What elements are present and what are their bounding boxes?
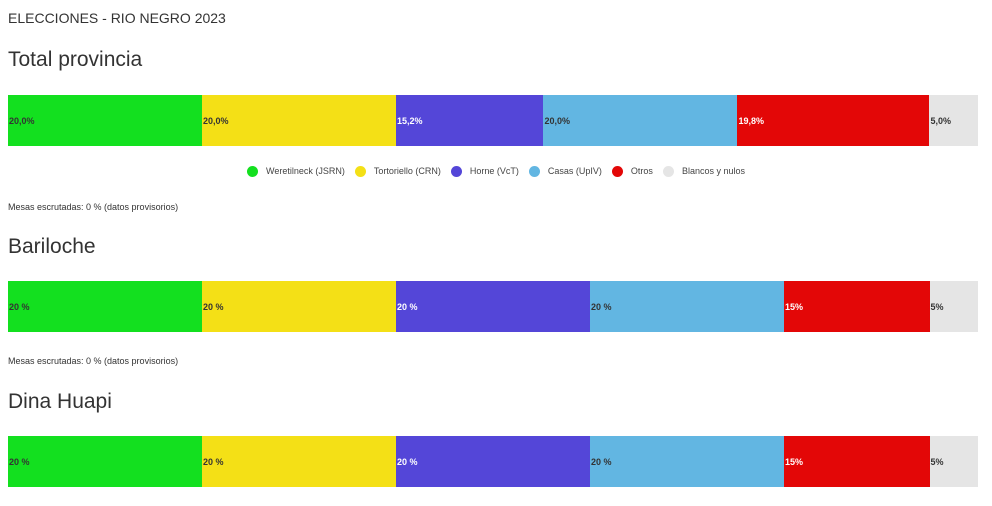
legend: Weretilneck (JSRN) Tortoriello (CRN) Hor…	[0, 163, 992, 179]
legend-label: Blancos y nulos	[681, 166, 745, 176]
bar-segment-casas[interactable]: 20 %	[590, 281, 784, 332]
data-label: 20 %	[397, 456, 418, 467]
stacked-bar-total-provincia: 20,0% 20,0% 15,2% 20,0% 19,8% 5,0%	[8, 95, 978, 146]
scrutiny-note-total-provincia: Mesas escrutadas: 0 % (datos provisorios…	[8, 202, 179, 212]
chart-title-total-provincia: Total provincia	[8, 48, 143, 71]
legend-dot-icon	[611, 165, 623, 177]
data-label: 19,8%	[738, 115, 764, 126]
legend-item-blancos-y-nulos[interactable]: Blancos y nulos	[662, 165, 745, 177]
legend-dot-icon	[247, 165, 259, 177]
bar-segment-tortoriello[interactable]: 20 %	[202, 436, 396, 487]
data-label: 20 %	[203, 456, 224, 467]
data-label: 20,0%	[9, 115, 35, 126]
legend-item-tortoriello[interactable]: Tortoriello (CRN)	[354, 165, 441, 177]
legend-dot-icon	[662, 165, 674, 177]
bar-segment-tortoriello[interactable]: 20 %	[202, 281, 396, 332]
bar-segment-blancos[interactable]: 5%	[929, 436, 978, 487]
legend-dot-icon	[354, 165, 366, 177]
legend-dot-icon	[528, 165, 540, 177]
data-label: 20,0%	[203, 115, 229, 126]
bar-segment-tortoriello[interactable]: 20,0%	[202, 95, 396, 146]
data-label: 20 %	[591, 456, 612, 467]
legend-label: Weretilneck (JSRN)	[266, 166, 345, 176]
data-label: 5%	[930, 301, 944, 312]
bar-segment-casas[interactable]: 20,0%	[543, 95, 738, 146]
data-label: 5,0%	[930, 115, 951, 126]
data-label: 20 %	[9, 456, 30, 467]
data-label: 20,0%	[544, 115, 570, 126]
chart-title-bariloche: Bariloche	[8, 235, 96, 258]
bar-segment-otros[interactable]: 15%	[784, 436, 930, 487]
legend-item-horne[interactable]: Horne (VcT)	[450, 165, 519, 177]
data-label: 20 %	[9, 301, 30, 312]
page-title: ELECCIONES - RIO NEGRO 2023	[8, 10, 226, 26]
bar-segment-horne[interactable]: 20 %	[396, 436, 590, 487]
data-label: 20 %	[203, 301, 224, 312]
bar-segment-weretilneck[interactable]: 20,0%	[8, 95, 202, 146]
bar-segment-blancos[interactable]: 5%	[929, 281, 978, 332]
stacked-bar-dina-huapi: 20 % 20 % 20 % 20 % 15% 5%	[8, 436, 978, 487]
legend-dot-icon	[450, 165, 462, 177]
bar-segment-horne[interactable]: 20 %	[396, 281, 590, 332]
legend-label: Casas (UpIV)	[547, 166, 602, 176]
legend-item-casas[interactable]: Casas (UpIV)	[528, 165, 602, 177]
legend-label: Tortoriello (CRN)	[373, 166, 441, 176]
bar-segment-otros[interactable]: 19,8%	[737, 95, 930, 146]
data-label: 20 %	[397, 301, 418, 312]
bar-segment-casas[interactable]: 20 %	[590, 436, 784, 487]
data-label: 15%	[785, 301, 804, 312]
stacked-bar-bariloche: 20 % 20 % 20 % 20 % 15% 5%	[8, 281, 978, 332]
scrutiny-note-bariloche: Mesas escrutadas: 0 % (datos provisorios…	[8, 356, 179, 366]
data-label: 20 %	[591, 301, 612, 312]
data-label: 15,2%	[397, 115, 423, 126]
chart-title-dina-huapi: Dina Huapi	[8, 390, 112, 413]
legend-item-weretilneck[interactable]: Weretilneck (JSRN)	[247, 165, 345, 177]
bar-segment-horne[interactable]: 15,2%	[396, 95, 544, 146]
bar-segment-blancos[interactable]: 5,0%	[929, 95, 978, 146]
bar-segment-weretilneck[interactable]: 20 %	[8, 436, 202, 487]
bar-segment-otros[interactable]: 15%	[784, 281, 930, 332]
legend-label: Otros	[630, 166, 653, 176]
bar-segment-weretilneck[interactable]: 20 %	[8, 281, 202, 332]
legend-item-otros[interactable]: Otros	[611, 165, 653, 177]
data-label: 5%	[930, 456, 944, 467]
legend-label: Horne (VcT)	[469, 166, 519, 176]
data-label: 15%	[785, 456, 804, 467]
